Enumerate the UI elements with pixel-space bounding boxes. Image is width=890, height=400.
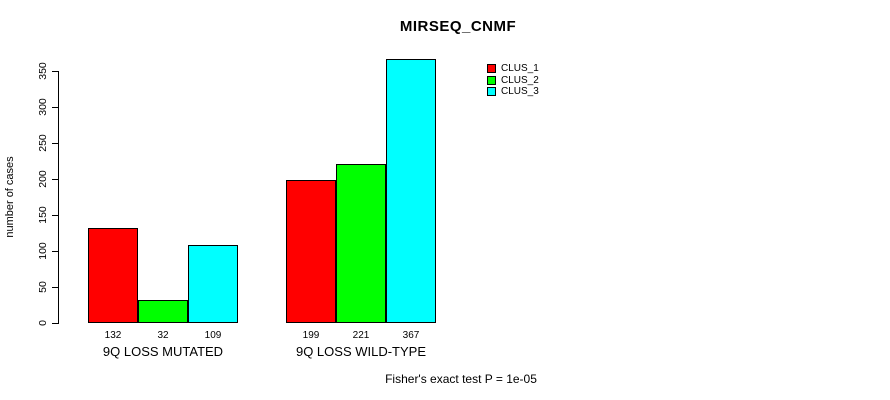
y-tick-label: 100: [37, 242, 49, 260]
y-tick-label: 300: [37, 98, 49, 116]
y-tick-label: 50: [37, 281, 49, 293]
y-tick-label: 150: [37, 206, 49, 224]
legend-item: CLUS_1: [487, 63, 539, 75]
bar: [286, 180, 336, 323]
legend-label: CLUS_1: [501, 63, 539, 75]
y-tick: [52, 107, 58, 108]
y-tick-label: 0: [37, 320, 49, 326]
bar-value-label: 109: [204, 330, 222, 341]
bar: [188, 245, 238, 323]
legend-swatch: [487, 87, 496, 97]
bar-value-label: 32: [157, 330, 169, 341]
legend-swatch: [487, 64, 496, 74]
y-tick: [52, 323, 58, 324]
bar: [336, 164, 386, 323]
bar-value-label: 367: [402, 330, 420, 341]
legend: CLUS_1 CLUS_2 CLUS_3: [487, 63, 539, 98]
y-tick-label: 350: [37, 62, 49, 80]
footnote: Fisher's exact test P = 1e-05: [385, 372, 537, 386]
bar-value-label: 199: [302, 330, 320, 341]
y-tick: [52, 143, 58, 144]
bar: [138, 300, 188, 323]
y-axis-line: [58, 71, 59, 324]
bar-value-label: 221: [352, 330, 370, 341]
y-tick: [52, 287, 58, 288]
bar: [386, 59, 436, 323]
y-tick: [52, 71, 58, 72]
y-tick: [52, 215, 58, 216]
bar-value-label: 132: [104, 330, 122, 341]
y-tick-label: 250: [37, 134, 49, 152]
legend-label: CLUS_3: [501, 86, 539, 98]
legend-swatch: [487, 75, 496, 85]
y-axis-label: number of cases: [4, 156, 16, 238]
chart-title: MIRSEQ_CNMF: [399, 18, 517, 35]
y-tick: [52, 179, 58, 180]
bar: [88, 228, 138, 323]
y-tick-label: 200: [37, 170, 49, 188]
legend-label: CLUS_2: [501, 74, 539, 86]
category-label: 9Q LOSS MUTATED: [102, 344, 224, 359]
category-label: 9Q LOSS WILD-TYPE: [295, 344, 427, 359]
legend-item: CLUS_2: [487, 75, 539, 87]
y-tick: [52, 251, 58, 252]
legend-item: CLUS_3: [487, 86, 539, 98]
